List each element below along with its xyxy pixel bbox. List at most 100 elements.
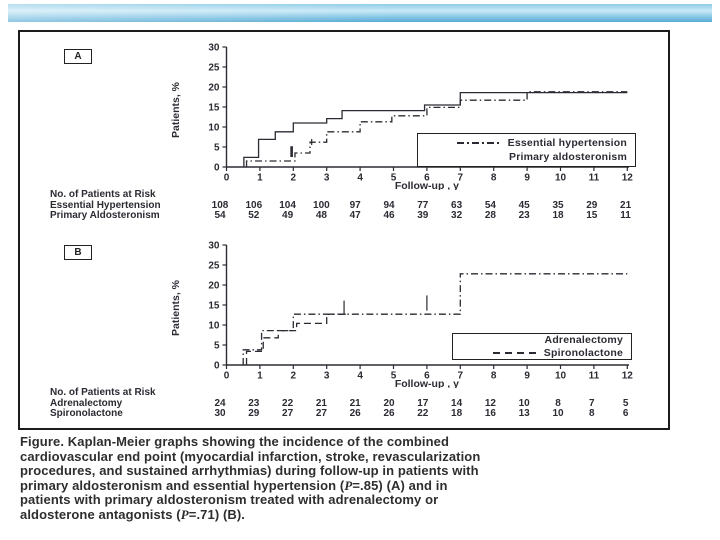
at-risk-value: 104 bbox=[279, 199, 296, 211]
at-risk-row-label: Primary Aldosteronism bbox=[50, 209, 160, 221]
y-axis-title: Patients, % bbox=[170, 279, 182, 336]
at-risk-value: 27 bbox=[282, 407, 294, 419]
y-tick-label: 20 bbox=[208, 281, 220, 292]
at-risk-value: 22 bbox=[282, 397, 294, 409]
legend-item-primary-aldosteronism: Primary aldosteronism bbox=[418, 150, 635, 164]
y-tick-label: 10 bbox=[208, 123, 220, 134]
legend-item-essential-hypertension: Essential hypertension bbox=[418, 136, 635, 150]
at-risk-value: 49 bbox=[282, 209, 294, 221]
solid-line-sample-icon bbox=[458, 156, 502, 158]
caption-line: aldosterone antagonists (P=.71) (B). bbox=[20, 506, 246, 522]
at-risk-value: 21 bbox=[315, 397, 327, 409]
legend-label: Adrenalectomy bbox=[544, 334, 623, 347]
at-risk-value: 29 bbox=[586, 199, 598, 211]
at-risk-value: 29 bbox=[248, 407, 260, 419]
dash-dot-line-sample-icon bbox=[456, 142, 501, 144]
at-risk-value: 100 bbox=[313, 199, 330, 211]
caption-line: cardiovascular end point (myocardial inf… bbox=[20, 448, 481, 464]
caption-line: patients with primary aldosteronism trea… bbox=[20, 492, 439, 508]
at-risk-row: Spironolactone 30 29 27 27 26 26 22 18 16 13 10 8 6 bbox=[50, 407, 664, 419]
at-risk-value: 21 bbox=[620, 199, 632, 211]
at-risk-title: No. of Patients at Risk bbox=[50, 387, 156, 398]
x-tick-label: 2 bbox=[291, 371, 297, 382]
panel-a-label: A bbox=[64, 49, 92, 64]
x-tick-label: 4 bbox=[357, 173, 363, 184]
at-risk-value: 5 bbox=[622, 397, 629, 409]
y-tick-label: 30 bbox=[208, 241, 220, 252]
at-risk-value: 106 bbox=[245, 199, 263, 211]
at-risk-row: Adrenalectomy 24 23 22 21 21 20 17 14 12 10 8 7 5 bbox=[50, 397, 664, 409]
y-tick-label: 0 bbox=[214, 361, 220, 372]
y-tick-label: 15 bbox=[208, 103, 220, 114]
at-risk-value: 39 bbox=[417, 209, 429, 221]
at-risk-value: 26 bbox=[383, 407, 395, 419]
dashed-line-sample-icon bbox=[492, 351, 537, 354]
legend-label: Essential hypertension bbox=[507, 137, 627, 149]
at-risk-row-label: Spironolactone bbox=[50, 407, 123, 419]
x-tick-label: 7 bbox=[458, 173, 464, 184]
at-risk-row: Essential Hypertension 108 106 104 100 97 94 77… bbox=[50, 199, 664, 211]
at-risk-value: 23 bbox=[248, 397, 260, 409]
at-risk-value: 17 bbox=[417, 397, 429, 409]
at-risk-value: 32 bbox=[451, 209, 463, 221]
legend-panel-b: Adrenalectomy Spironolactone bbox=[452, 333, 632, 360]
y-tick-label: 15 bbox=[208, 301, 220, 312]
legend-panel-a: Essential hypertension Primary aldostero… bbox=[417, 133, 636, 167]
at-risk-table-a: No. of Patients at Risk Essential Hyperte… bbox=[50, 189, 664, 223]
y-tick-label: 0 bbox=[214, 163, 220, 174]
figure-box: A 0 5 10 15 20 25 30 0 1 2 3 4 5 6 7 8 9 10 11 12 Patients, … bbox=[18, 30, 670, 430]
x-tick-label: 8 bbox=[491, 173, 497, 184]
at-risk-value: 13 bbox=[518, 407, 530, 419]
panel-b-label: B bbox=[64, 245, 92, 260]
at-risk-value: 27 bbox=[315, 407, 327, 419]
km-curve-spironolactone bbox=[245, 313, 347, 365]
x-tick-label: 0 bbox=[224, 371, 230, 382]
at-risk-value: 77 bbox=[417, 199, 429, 211]
x-tick-label: 4 bbox=[357, 371, 363, 382]
x-tick-label: 10 bbox=[555, 371, 567, 382]
at-risk-value: 54 bbox=[214, 209, 226, 221]
y-tick-label: 25 bbox=[208, 63, 220, 74]
at-risk-row: Primary Aldosteronism 54 52 49 48 47 46 39 32 28 2… bbox=[50, 209, 664, 221]
at-risk-value: 24 bbox=[214, 397, 226, 409]
at-risk-value: 18 bbox=[552, 209, 564, 221]
at-risk-value: 30 bbox=[214, 407, 226, 419]
at-risk-value: 54 bbox=[484, 199, 496, 211]
at-risk-value: 35 bbox=[552, 199, 564, 211]
km-curve-primary-aldosteronism bbox=[243, 91, 628, 167]
legend-label: Primary aldosteronism bbox=[509, 151, 627, 163]
x-tick-label: 6 bbox=[424, 371, 430, 382]
y-tick-label: 5 bbox=[214, 341, 220, 352]
at-risk-value: 63 bbox=[451, 199, 463, 211]
at-risk-table-b: No. of Patients at Risk Adrenalectomy 24 23… bbox=[50, 387, 664, 421]
x-tick-label: 0 bbox=[224, 173, 230, 184]
dash-dot-line-sample-icon bbox=[494, 339, 538, 341]
x-tick-label: 5 bbox=[391, 173, 397, 184]
x-tick-label: 2 bbox=[291, 173, 297, 184]
at-risk-value: 23 bbox=[518, 209, 530, 221]
at-risk-value: 11 bbox=[620, 209, 631, 221]
at-risk-value: 26 bbox=[349, 407, 361, 419]
legend-item-adrenalectomy: Adrenalectomy bbox=[453, 334, 631, 347]
x-tick-label: 1 bbox=[257, 371, 263, 382]
x-tick-label: 7 bbox=[458, 371, 464, 382]
y-axis-title: Patients, % bbox=[170, 81, 182, 138]
at-risk-value: 10 bbox=[518, 397, 530, 409]
x-tick-label: 12 bbox=[622, 173, 634, 184]
legend-item-spironolactone: Spironolactone bbox=[453, 347, 631, 360]
y-tick-label: 25 bbox=[208, 261, 220, 272]
caption-line: procedures, and sustained arrhythmias) d… bbox=[20, 463, 479, 479]
at-risk-value: 14 bbox=[451, 397, 463, 409]
x-tick-label: 9 bbox=[524, 173, 530, 184]
at-risk-title: No. of Patients at Risk bbox=[50, 189, 156, 200]
y-tick-label: 30 bbox=[208, 43, 220, 54]
at-risk-value: 45 bbox=[518, 199, 530, 211]
at-risk-value: 22 bbox=[417, 407, 429, 419]
x-tick-label: 9 bbox=[524, 371, 530, 382]
figure-caption: Figure. Kaplan-Meier graphs showing the … bbox=[20, 434, 640, 523]
x-tick-label: 3 bbox=[324, 371, 330, 382]
y-tick-label: 20 bbox=[208, 83, 220, 94]
